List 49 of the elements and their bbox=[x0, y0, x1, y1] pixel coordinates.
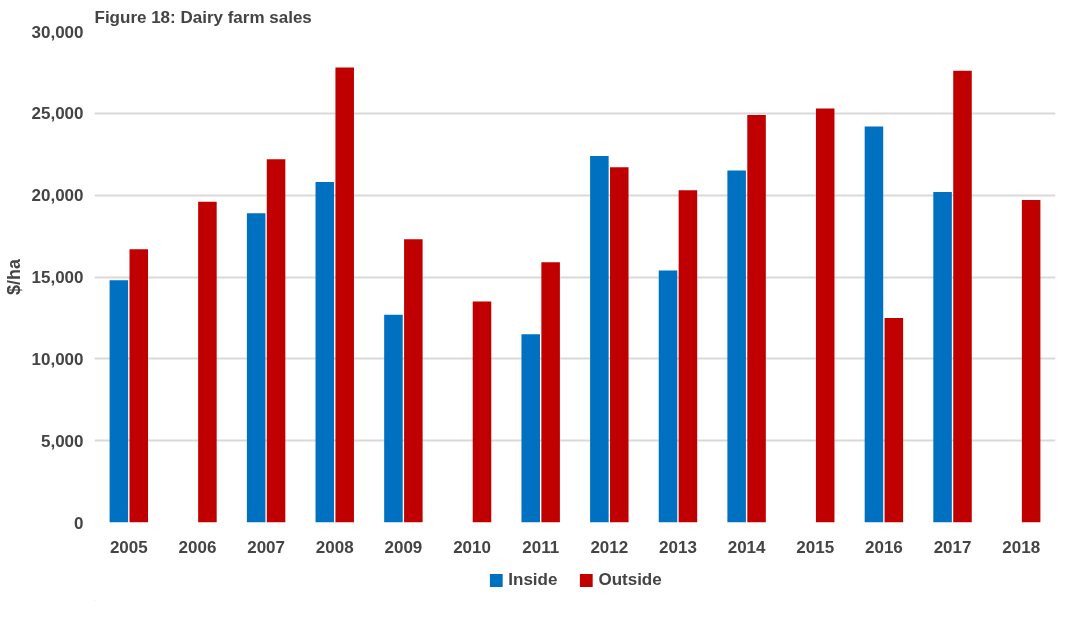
x-tick-label: 2005 bbox=[109, 537, 148, 557]
y-tick-label: 10,000 bbox=[31, 349, 84, 369]
bar bbox=[933, 191, 952, 523]
y-tick-label: 15,000 bbox=[31, 268, 84, 287]
y-tick-label: 5,000 bbox=[40, 431, 84, 451]
y-tick-label: 20,000 bbox=[31, 186, 84, 206]
x-tick-label: 2007 bbox=[247, 537, 286, 557]
bar bbox=[315, 182, 335, 523]
x-tick-label: 2014 bbox=[727, 537, 767, 557]
bar bbox=[727, 170, 746, 523]
bar bbox=[1021, 200, 1041, 523]
bar bbox=[953, 70, 972, 523]
bar bbox=[864, 126, 884, 523]
x-tick-label: 2009 bbox=[384, 537, 423, 557]
bar bbox=[384, 314, 403, 523]
x-tick-label: 2017 bbox=[933, 537, 972, 557]
y-tick-label: 0 bbox=[74, 513, 84, 533]
x-tick-label: 2018 bbox=[1002, 537, 1041, 557]
bar bbox=[246, 213, 266, 523]
bar bbox=[129, 249, 149, 523]
x-tick-label: 2011 bbox=[522, 537, 560, 557]
bar bbox=[747, 114, 766, 523]
bar bbox=[266, 159, 286, 523]
y-axis-title: $/ha bbox=[3, 258, 24, 296]
bar bbox=[198, 201, 217, 523]
bar bbox=[590, 155, 609, 523]
x-tick-label: 2012 bbox=[590, 537, 629, 557]
bar bbox=[335, 67, 354, 523]
bar bbox=[884, 317, 904, 523]
x-tick-label: 2008 bbox=[315, 537, 354, 557]
bar bbox=[610, 167, 629, 523]
x-tick-label: 2006 bbox=[178, 537, 217, 557]
bar bbox=[472, 301, 492, 523]
chart-title: Figure 18: Dairy farm sales bbox=[94, 7, 312, 27]
y-tick-label: 30,000 bbox=[31, 22, 84, 42]
bar bbox=[541, 262, 560, 523]
bar bbox=[521, 334, 540, 523]
legend-label: Inside bbox=[508, 570, 558, 590]
y-tick-label: 25,000 bbox=[31, 104, 84, 124]
legend-label: Outside bbox=[598, 570, 662, 590]
bar bbox=[815, 108, 835, 523]
x-tick-label: 2015 bbox=[796, 537, 835, 557]
bar bbox=[678, 190, 698, 523]
x-tick-label: 2013 bbox=[659, 537, 697, 557]
bar bbox=[109, 280, 129, 523]
x-tick-label: 2010 bbox=[453, 537, 491, 557]
x-tick-label: 2016 bbox=[864, 537, 903, 557]
bar bbox=[658, 270, 678, 523]
bar bbox=[404, 239, 423, 523]
